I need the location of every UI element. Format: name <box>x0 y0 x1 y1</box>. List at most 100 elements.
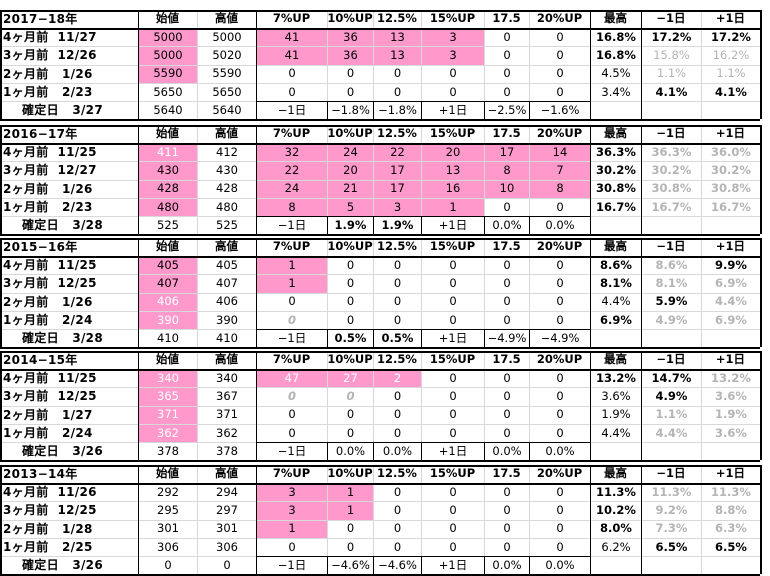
cell-up12_5[interactable]: 0 <box>393 258 402 273</box>
cell-up15[interactable]: 0 <box>449 539 457 554</box>
cell-minus1[interactable]: 7.3% <box>655 521 688 536</box>
cell-plus1[interactable]: 6.9% <box>715 312 747 327</box>
cell-up7[interactable]: −1日 <box>277 102 307 117</box>
cell-up15[interactable]: 16 <box>422 180 484 198</box>
cell-up20[interactable]: 0 <box>556 276 564 291</box>
cell-up17_5[interactable]: 0 <box>503 407 511 422</box>
cell-plus1[interactable]: 4.4% <box>715 294 747 309</box>
cell-up12_5[interactable]: 0.5% <box>381 330 414 345</box>
cell-plus1[interactable]: 3.6% <box>715 389 747 404</box>
cell-up17_5[interactable]: 0 <box>503 425 511 440</box>
cell-up12_5[interactable]: 17 <box>374 180 421 198</box>
cell-up12_5[interactable]: 1.9% <box>381 217 414 232</box>
cell-up10[interactable]: 5 <box>328 198 373 216</box>
cell-up20[interactable]: 8 <box>530 180 590 198</box>
cell-minus1[interactable] <box>642 217 701 234</box>
cell-plus1[interactable] <box>702 102 760 119</box>
cell-up20[interactable]: 0.0% <box>545 443 575 458</box>
cell-up17_5[interactable]: −2.5% <box>487 102 527 117</box>
cell-up20[interactable]: 0 <box>556 425 564 440</box>
cell-max[interactable]: 13.2% <box>596 371 636 386</box>
cell-up17_5[interactable]: −4.9% <box>487 330 527 345</box>
cell-up12_5[interactable]: 0 <box>393 84 402 99</box>
cell-minus1[interactable]: 8.1% <box>655 276 688 291</box>
cell-up12_5[interactable]: 0 <box>393 503 402 518</box>
cell-minus1[interactable]: 4.9% <box>655 389 688 404</box>
cell-up10[interactable]: 1.9% <box>334 217 367 232</box>
cell-up15[interactable]: 3 <box>422 47 484 65</box>
cell-up7[interactable]: 0 <box>288 294 296 309</box>
cell-max[interactable]: 10.2% <box>596 503 636 518</box>
cell-max[interactable]: 8.1% <box>600 276 632 291</box>
cell-up17_5[interactable]: 0 <box>503 389 511 404</box>
cell-up10[interactable]: 0 <box>346 425 355 440</box>
cell-up15[interactable]: +1日 <box>438 217 468 232</box>
cell-plus1[interactable]: 13.2% <box>711 371 751 386</box>
cell-open[interactable]: 0 <box>164 557 172 572</box>
cell-open[interactable]: 411 <box>139 144 197 162</box>
cell-up7[interactable]: 24 <box>257 180 327 198</box>
cell-high[interactable]: 410 <box>216 330 238 345</box>
cell-minus1[interactable]: 5.9% <box>655 294 688 309</box>
cell-minus1[interactable]: 9.2% <box>655 503 688 518</box>
cell-plus1[interactable]: 30.8% <box>711 181 751 196</box>
cell-open[interactable]: 292 <box>157 485 179 500</box>
cell-minus1[interactable] <box>642 557 701 574</box>
cell-max[interactable] <box>591 217 641 234</box>
cell-up7[interactable]: 0 <box>288 425 296 440</box>
cell-up17_5[interactable]: 10 <box>485 180 529 198</box>
cell-up10[interactable]: 24 <box>328 144 373 162</box>
cell-open[interactable]: 340 <box>139 370 197 388</box>
cell-plus1[interactable]: 3.6% <box>715 425 747 440</box>
cell-up10[interactable]: 20 <box>328 162 373 180</box>
cell-open[interactable]: 371 <box>139 406 197 424</box>
cell-open[interactable]: 405 <box>139 257 197 275</box>
cell-max[interactable]: 11.3% <box>596 485 636 500</box>
cell-up20[interactable]: 0 <box>556 312 564 327</box>
cell-high[interactable]: 430 <box>216 163 238 178</box>
cell-up17_5[interactable]: 0 <box>503 371 511 386</box>
cell-open[interactable]: 5590 <box>139 65 197 83</box>
cell-open[interactable]: 365 <box>139 388 197 406</box>
cell-minus1[interactable]: 4.4% <box>655 425 688 440</box>
cell-up15[interactable]: 0 <box>449 389 457 404</box>
cell-up10[interactable]: 0 <box>346 539 355 554</box>
cell-minus1[interactable]: 16.7% <box>651 199 692 214</box>
cell-up20[interactable]: 0 <box>556 258 564 273</box>
cell-up12_5[interactable]: 0 <box>393 389 402 404</box>
cell-max[interactable]: 30.2% <box>596 163 636 178</box>
cell-up10[interactable]: 0 <box>346 294 355 309</box>
cell-minus1[interactable]: 11.3% <box>651 485 692 500</box>
cell-up12_5[interactable]: −1.8% <box>378 102 417 117</box>
cell-open[interactable]: 295 <box>157 503 179 518</box>
cell-open[interactable]: 407 <box>139 275 197 293</box>
cell-plus1[interactable]: 11.3% <box>711 485 751 500</box>
cell-high[interactable]: 407 <box>216 276 238 291</box>
cell-high[interactable]: 406 <box>216 294 238 309</box>
cell-open[interactable]: 306 <box>157 539 179 554</box>
cell-plus1[interactable] <box>702 557 760 574</box>
cell-up20[interactable]: 0 <box>556 294 564 309</box>
cell-up7[interactable]: 0 <box>288 407 296 422</box>
cell-up10[interactable]: 1 <box>328 502 373 520</box>
cell-up17_5[interactable]: 0 <box>503 66 511 81</box>
cell-up7[interactable]: 22 <box>257 162 327 180</box>
cell-open[interactable]: 362 <box>139 424 197 442</box>
cell-up10[interactable]: 36 <box>328 47 373 65</box>
cell-up15[interactable]: 0 <box>449 503 457 518</box>
cell-up12_5[interactable]: −4.6% <box>378 557 417 572</box>
cell-up15[interactable]: 3 <box>422 29 484 47</box>
cell-up7[interactable]: −1日 <box>277 557 307 572</box>
cell-plus1[interactable] <box>702 443 760 460</box>
cell-open[interactable]: 410 <box>157 330 179 345</box>
cell-up17_5[interactable]: 0 <box>503 294 511 309</box>
cell-up15[interactable]: +1日 <box>438 443 468 458</box>
cell-up17_5[interactable]: 0 <box>503 48 511 63</box>
cell-minus1[interactable]: 30.8% <box>651 181 692 196</box>
cell-minus1[interactable] <box>642 102 701 119</box>
cell-plus1[interactable]: 30.2% <box>711 163 751 178</box>
cell-up12_5[interactable]: 13 <box>374 47 421 65</box>
cell-up12_5[interactable]: 3 <box>374 198 421 216</box>
cell-high[interactable]: 306 <box>216 539 238 554</box>
cell-up17_5[interactable]: 0 <box>503 276 511 291</box>
